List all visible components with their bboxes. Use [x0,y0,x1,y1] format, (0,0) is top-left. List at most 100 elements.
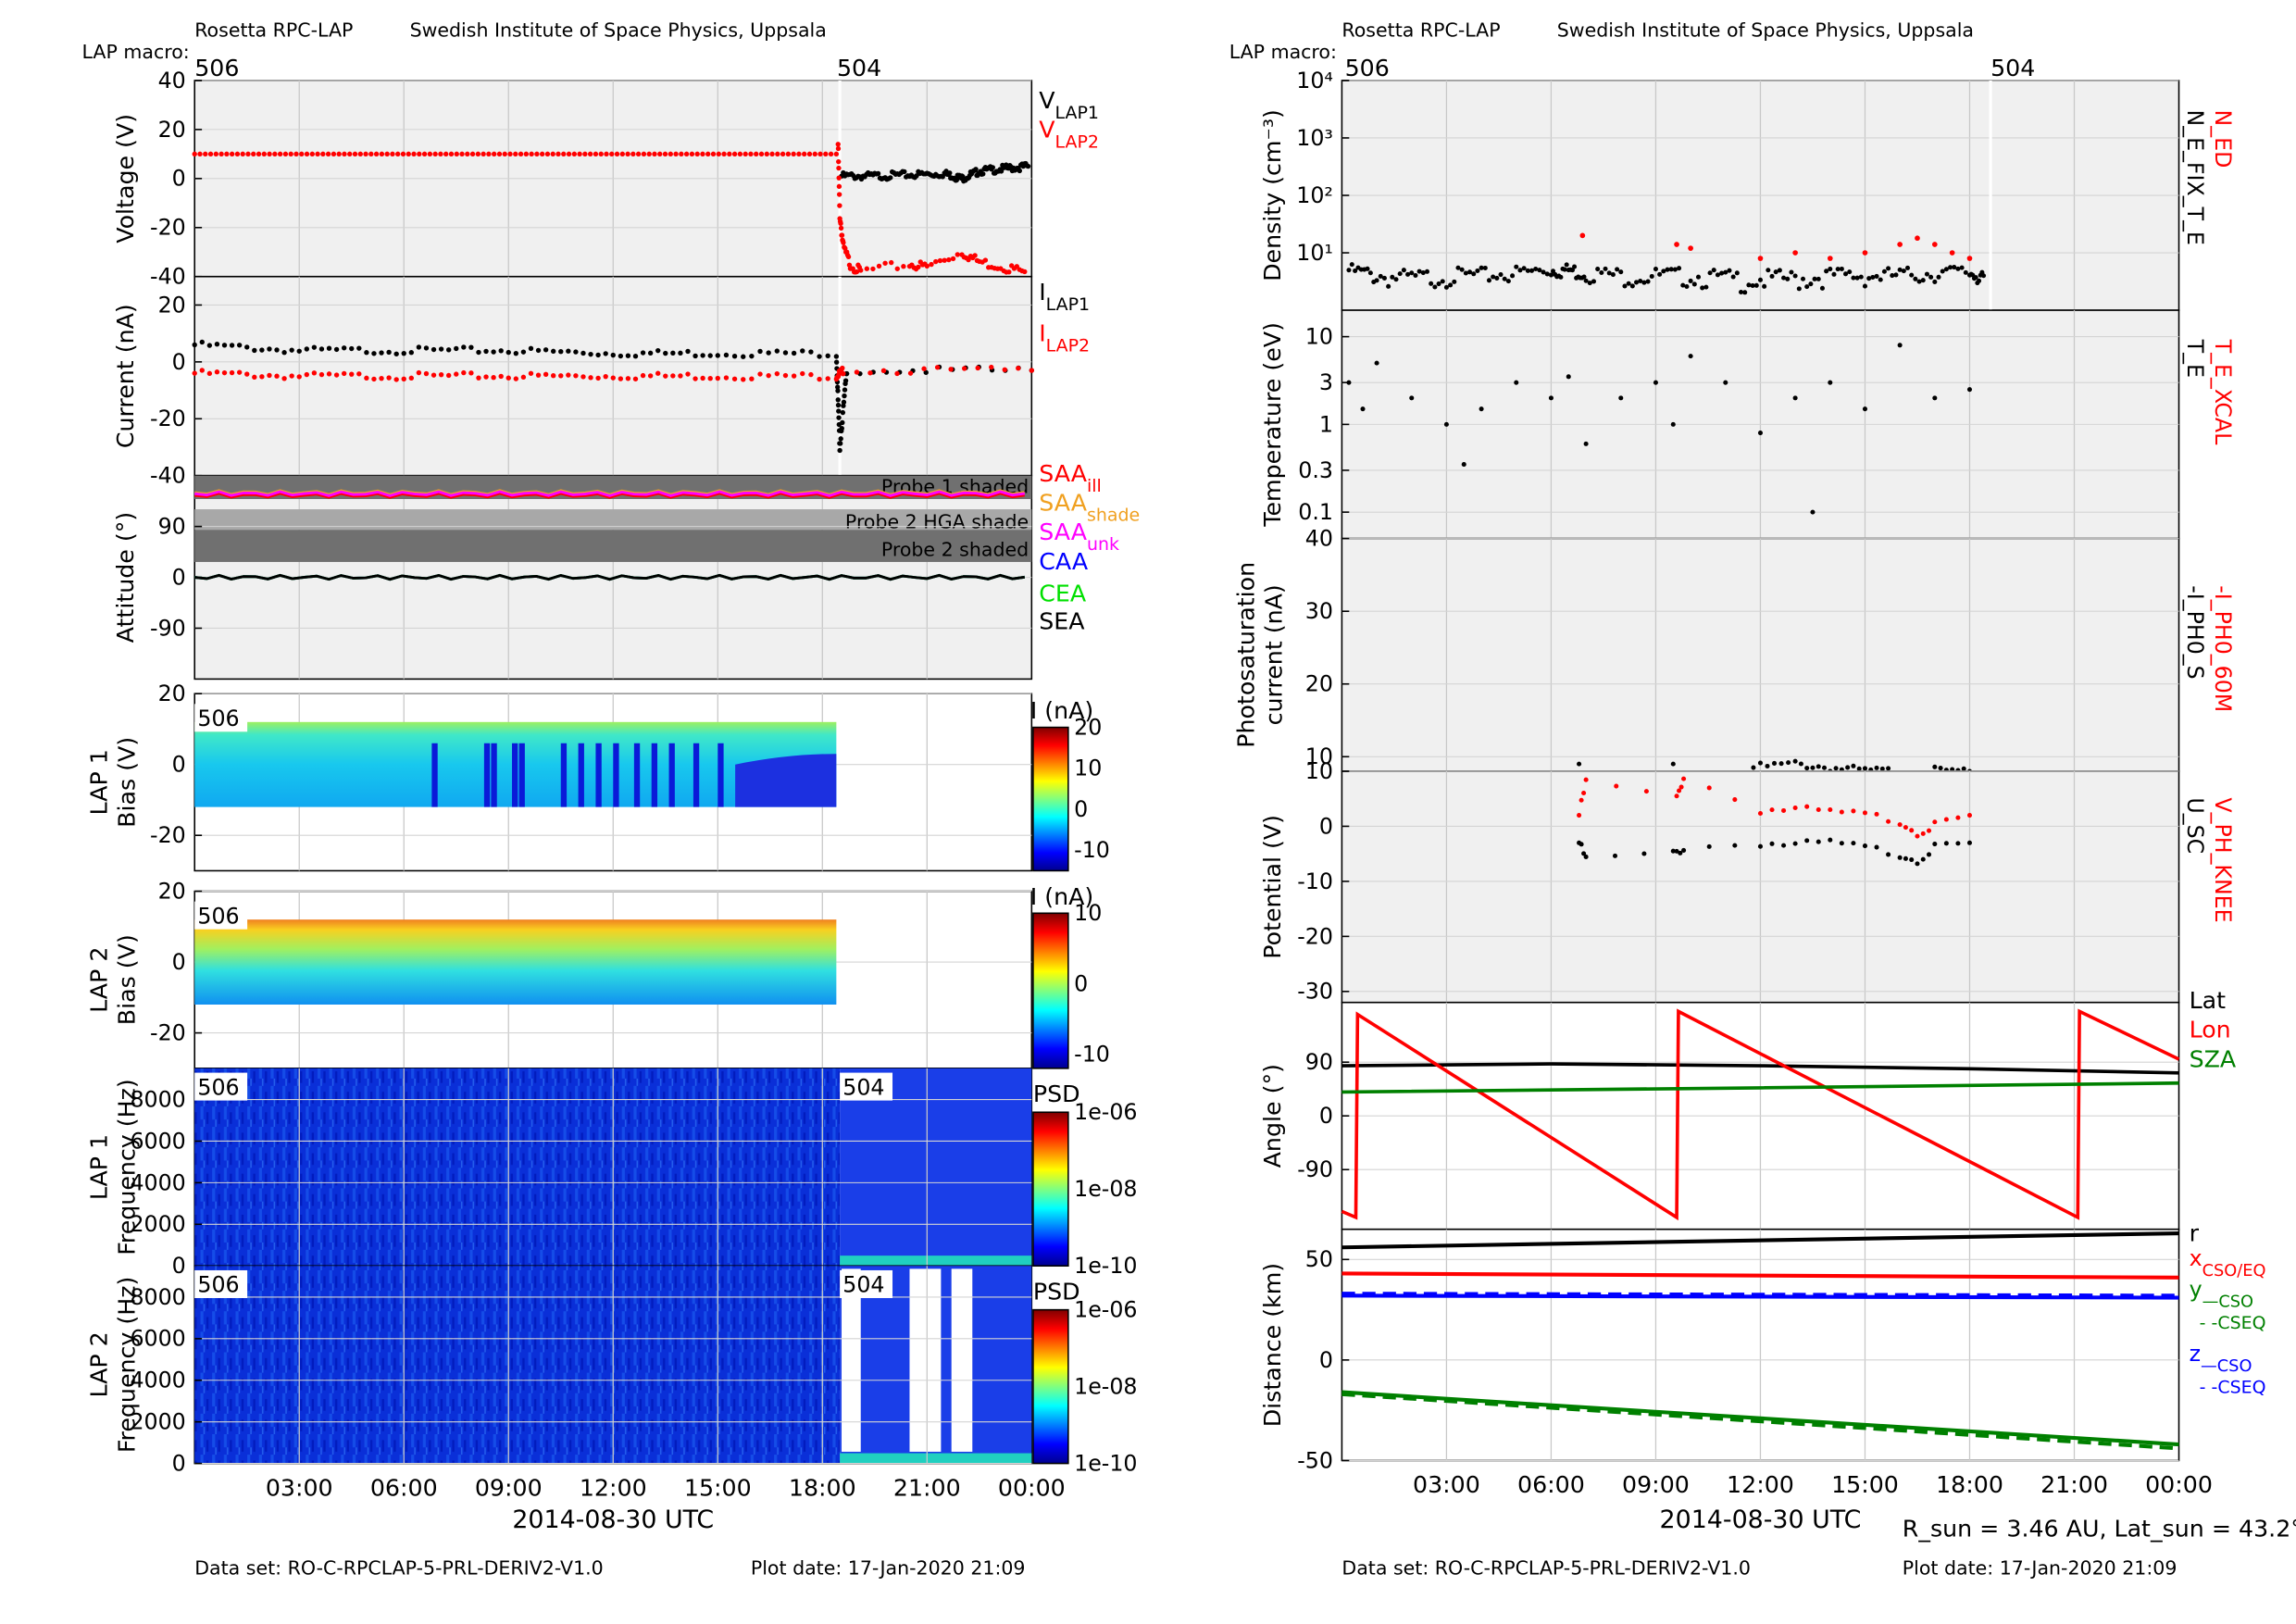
legend-text: T_E_XCAL [2210,339,2236,445]
density-point [1475,268,1480,273]
voltage-point [267,151,272,157]
voltage-point [694,151,700,157]
current-point [840,409,846,416]
potential-point [1804,838,1810,843]
current-point [401,350,406,356]
voltage-point [395,151,401,157]
current-point [505,375,511,381]
y-axis-label: Temperature (eV) [1259,322,1286,528]
density-point [1719,270,1725,276]
voltage-point [870,266,876,272]
potential-point-red [1578,797,1584,803]
voltage-point [502,151,507,157]
current-point [379,350,384,356]
photo-point [1886,766,1891,771]
y-tick-label: 2000 [130,1211,185,1237]
current-point [461,369,467,376]
current-point [206,370,213,377]
legend-attitude: SAAunk [1039,518,1119,555]
voltage-point [839,232,845,238]
current-point [842,393,847,399]
photo-point [1765,763,1770,768]
y-tick-label: 30 [1305,598,1333,624]
current-point [825,353,830,358]
instrument-title: Rosetta RPC-LAP [194,19,353,42]
current-point [840,365,845,371]
current-point [498,348,504,354]
density-point-red [1966,256,1973,261]
density-point [1505,279,1511,284]
density-point [1486,278,1491,283]
current-point [837,447,842,454]
voltage-point [234,151,241,157]
density-point [1452,279,1457,284]
voltage-point [593,151,599,157]
density-point [1977,278,1982,283]
voltage-point [858,268,864,273]
density-point [1432,284,1438,290]
density-point [1843,271,1849,277]
current-point [430,372,437,378]
density-point [1948,265,1953,270]
voltage-point [836,175,842,181]
sweep-stripe [578,743,584,807]
voltage-point [325,151,331,157]
temperature-point [1346,380,1352,385]
current-point [836,408,842,414]
voltage-point [492,151,497,157]
voltage-point [390,151,395,157]
macro-label-bg [840,1072,893,1101]
density-point [1482,265,1488,270]
density-point [1819,285,1825,291]
potential-point-red [1932,819,1938,825]
density-point [1858,274,1864,280]
density-point [1562,267,1567,272]
current-point [678,350,683,356]
voltage-point [764,151,769,157]
y-tick-label: 90 [1305,1049,1333,1075]
density-point [1800,276,1806,281]
voltage-point [192,151,197,157]
potential-point [1828,837,1833,843]
potential-point [1920,856,1926,862]
legend-density: N_EDN_E_FIX_T_E [2182,110,2236,245]
potential-point [1792,841,1798,846]
legend-attitude: SAAshade [1039,490,1140,526]
potential-point [1581,851,1587,856]
colorbar-label: I (nA) [1030,883,1094,910]
density-point [1909,272,1915,278]
voltage-point [838,220,843,226]
potential-point-red [1804,804,1810,809]
current-point [304,346,309,352]
voltage-point [998,169,1004,174]
potential-point [1903,856,1908,861]
current-point [296,348,302,354]
current-point [341,370,347,377]
density-point [1583,278,1589,283]
legend-text: N_ED [2210,110,2236,169]
current-point [655,370,661,376]
density-point [1762,283,1767,289]
colorbar-tick: 10 [1074,900,1102,926]
current-point [259,374,265,380]
current-point [438,346,444,352]
voltage-point [780,151,786,157]
current-point [408,350,415,356]
photo-point [1833,766,1839,771]
current-point [505,349,511,356]
density-point [1649,273,1654,280]
current-point [491,349,496,355]
density-point [1981,273,1987,279]
potential-point-red [1643,789,1649,794]
plot-date-label: Plot date: 17-Jan-2020 21:09 [1903,1557,2177,1580]
x-tick-label: 12:00 [1727,1471,1794,1498]
current-point [513,376,519,381]
voltage-point [924,263,930,269]
current-point [281,350,287,356]
voltage-point [754,151,759,157]
current-point [625,353,631,358]
y-axis-label: Angle (°) [1259,1064,1286,1168]
y-tick-label: 10 [1305,758,1333,784]
density-point [1824,269,1829,274]
voltage-point [523,151,530,157]
